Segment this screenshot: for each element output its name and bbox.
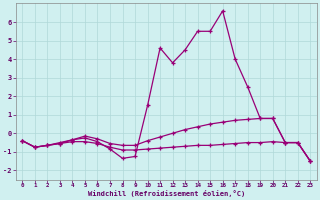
X-axis label: Windchill (Refroidissement éolien,°C): Windchill (Refroidissement éolien,°C) <box>88 190 245 197</box>
